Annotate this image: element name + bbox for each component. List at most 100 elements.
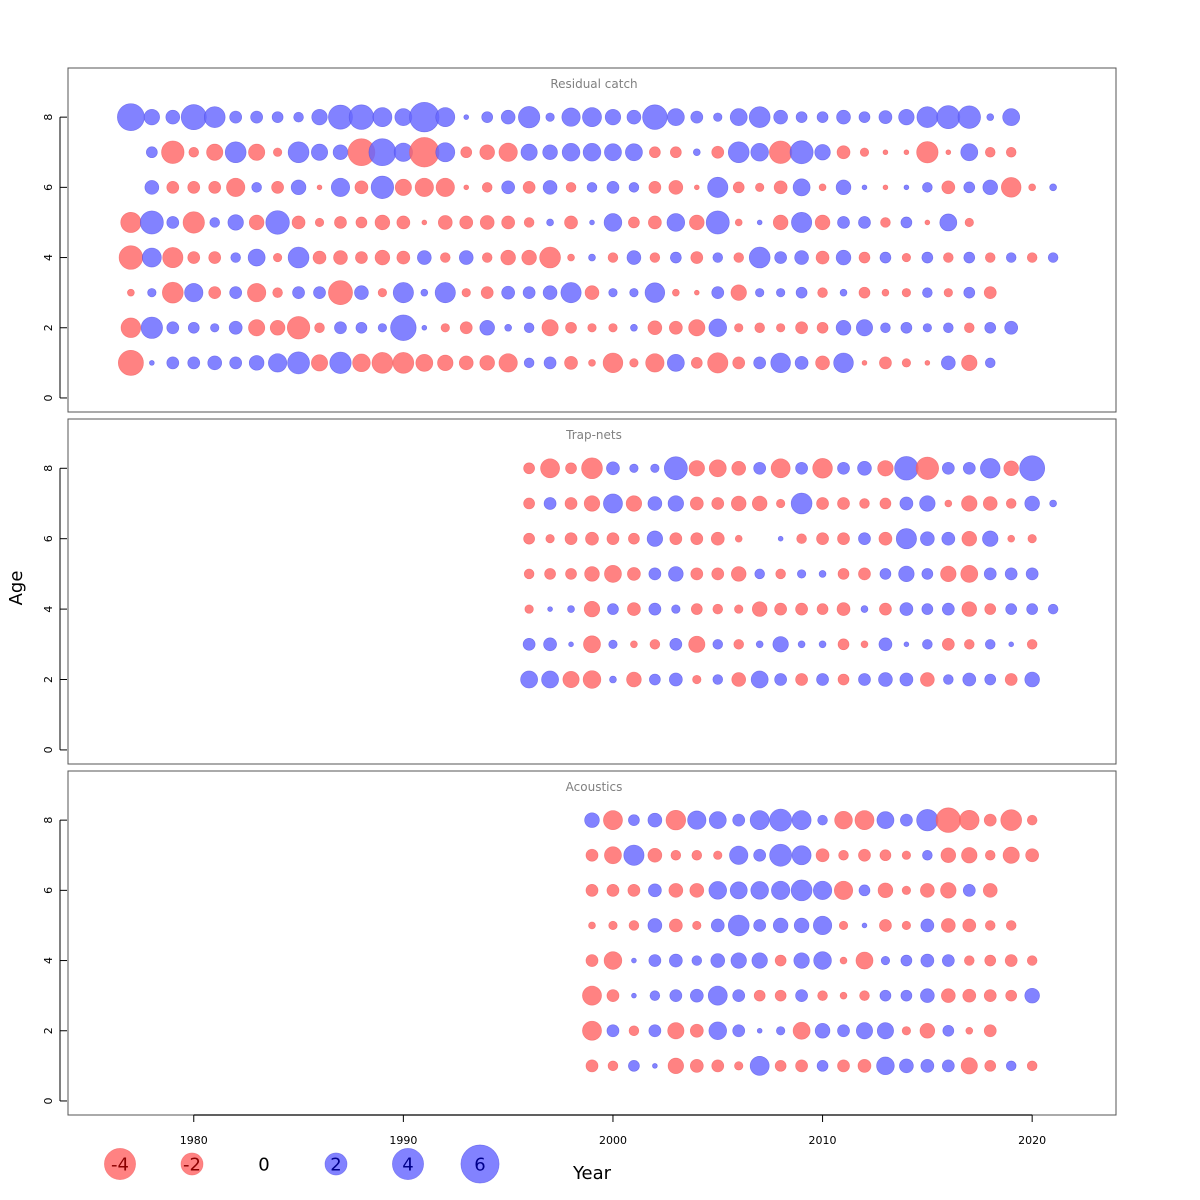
bubble (734, 604, 744, 614)
bubble (985, 850, 996, 861)
bubble (858, 673, 871, 686)
bubble (964, 322, 975, 333)
bubble (707, 352, 729, 374)
bubble (957, 105, 981, 129)
bubble (857, 461, 872, 476)
bubble (689, 496, 704, 511)
bubble (434, 282, 456, 304)
y-axis-label-group: Age (6, 571, 27, 606)
bubble (964, 955, 975, 966)
bubble (943, 674, 954, 685)
bubble (776, 1026, 786, 1036)
bubble (547, 606, 553, 612)
bubble (628, 1060, 640, 1072)
bubble (943, 322, 954, 333)
bubble (694, 184, 700, 191)
bubble (984, 603, 997, 615)
bubble (818, 183, 827, 192)
bubble (879, 989, 892, 1002)
bubble (672, 288, 680, 297)
bubble (648, 954, 662, 967)
bubble (861, 360, 868, 366)
bubble (628, 1025, 640, 1036)
bubble (859, 990, 870, 1001)
bubble (690, 603, 703, 615)
bubble (961, 495, 978, 512)
bubble (705, 210, 730, 235)
panel-title: Residual catch (550, 77, 637, 91)
bubble (377, 288, 387, 298)
bubble (1005, 252, 1017, 263)
bubble (777, 535, 784, 542)
bubble (293, 111, 304, 123)
bubble (1028, 183, 1036, 192)
bubble (1008, 641, 1014, 648)
bubble (815, 848, 830, 863)
bubble (855, 1022, 873, 1040)
bubble (707, 985, 728, 1006)
bubble (626, 250, 642, 265)
bubble (377, 323, 387, 333)
bubble (479, 320, 495, 336)
bubble (689, 883, 705, 898)
bubble (878, 672, 893, 687)
bubble (210, 323, 220, 333)
bubble (790, 492, 813, 515)
bubble (586, 182, 598, 193)
bubble (329, 351, 352, 374)
bubble (878, 110, 893, 124)
bubble (481, 252, 493, 263)
bubble (756, 219, 763, 226)
bubble (922, 850, 933, 861)
x-axis-label: Year (572, 1163, 612, 1184)
bubble (734, 1061, 744, 1071)
bubble (585, 531, 599, 546)
bubble (940, 882, 957, 899)
bubble (876, 1022, 894, 1040)
bubble (924, 360, 931, 366)
bubble (900, 321, 913, 334)
bubble (879, 568, 892, 580)
bubble (833, 352, 854, 374)
bubble (523, 462, 535, 475)
bubble (374, 249, 391, 266)
legend-bubble (460, 1144, 500, 1184)
legend-bubble (392, 1148, 424, 1180)
bubble (774, 602, 787, 616)
bubble (143, 109, 160, 126)
bubble (753, 919, 767, 932)
bubble (562, 671, 580, 688)
bubble (520, 670, 538, 689)
bubble (876, 811, 895, 829)
bubble (585, 954, 599, 967)
bubble (316, 184, 323, 191)
bubble (564, 215, 578, 230)
x-tick-label: 2020 (1018, 1134, 1046, 1147)
bubble (649, 146, 661, 159)
bubble (689, 988, 704, 1003)
bubble (334, 321, 347, 335)
bubble (187, 251, 201, 264)
bubble (965, 1026, 974, 1035)
bubble (625, 143, 643, 162)
legend-label: 2 (330, 1154, 341, 1175)
bubble (649, 990, 661, 1001)
bubble (461, 288, 471, 298)
bubble (139, 210, 164, 235)
bubble (394, 178, 412, 196)
bubble (667, 495, 684, 512)
bubble (693, 148, 701, 157)
bubble (371, 352, 394, 374)
bubble (879, 356, 892, 370)
bubble (649, 639, 661, 650)
bubble (711, 1059, 725, 1073)
bubble (708, 459, 727, 478)
bubble (560, 282, 582, 304)
bubble (1004, 567, 1018, 581)
bubble (648, 602, 662, 616)
bubble (943, 252, 954, 263)
bubble (604, 109, 622, 126)
bubble (694, 289, 700, 296)
bubble (916, 141, 939, 164)
bubble (795, 286, 808, 299)
